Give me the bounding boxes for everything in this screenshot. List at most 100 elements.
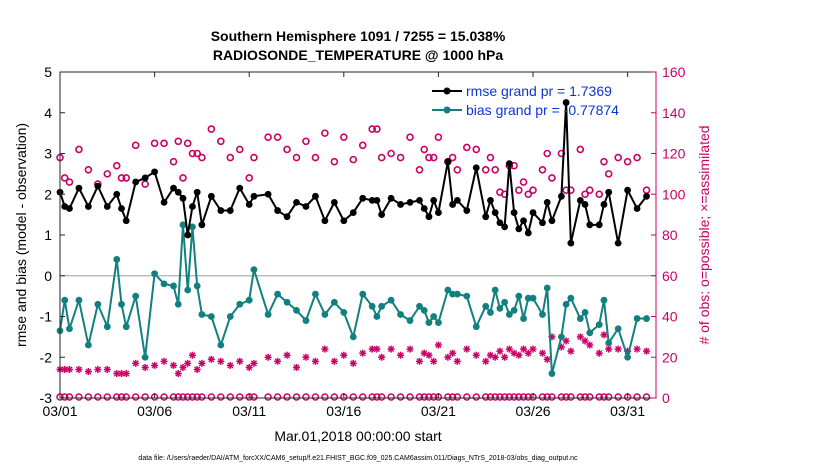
zero-count-marker [183, 393, 192, 401]
rmse-point [141, 174, 149, 182]
possible-point [131, 141, 140, 150]
bias-point [406, 317, 414, 324]
zero-count-marker [453, 393, 462, 401]
y-tick-label-left: 0 [44, 268, 52, 284]
possible-point [226, 153, 235, 162]
assimilated-point [151, 361, 159, 369]
assimilated-point [84, 368, 92, 376]
assimilated-stroke [217, 358, 224, 365]
possible-point [425, 153, 433, 162]
bias-point [487, 309, 494, 316]
assimilated-point [65, 365, 73, 373]
bias-point [444, 286, 452, 294]
assimilated-stroke [544, 356, 551, 363]
bias-point [359, 290, 367, 298]
assimilated-point [434, 341, 442, 349]
zero-count-marker [373, 393, 381, 401]
rmse-point [482, 213, 490, 221]
zero-count-marker [581, 393, 589, 401]
possible-point [472, 145, 481, 154]
possible-point [358, 141, 367, 150]
assimilated-stroke [435, 341, 442, 349]
rmse-point [94, 182, 102, 190]
bias-point [643, 315, 650, 322]
assimilated-point [283, 351, 291, 359]
y-tick-label-left: -1 [40, 309, 53, 325]
bias-point [174, 300, 182, 308]
zero-count-marker [600, 393, 608, 401]
zero-count-marker [406, 393, 414, 401]
rmse-point [586, 221, 594, 229]
plot-area [60, 72, 656, 398]
bias-series [56, 221, 650, 377]
rmse-point [501, 223, 509, 231]
rmse-point [449, 201, 457, 208]
assimilated-point [496, 347, 504, 355]
assimilated-point [226, 361, 234, 369]
assimilated-stroke [151, 362, 158, 369]
rmse-point [487, 196, 494, 204]
assimilated-point [75, 365, 83, 373]
possible-point [103, 170, 112, 178]
bias-point [605, 339, 613, 347]
rmse-point [515, 225, 523, 233]
possible-point [198, 153, 206, 162]
zero-count-marker [217, 393, 225, 401]
assimilated-point [94, 365, 102, 373]
rmse-point [330, 199, 338, 206]
bias-point [463, 292, 471, 300]
possible-point [462, 143, 471, 152]
rmse-point [406, 199, 414, 206]
bias-point [184, 286, 192, 294]
rmse-point [283, 213, 291, 221]
bias-point [586, 329, 594, 337]
possible-point [538, 166, 547, 174]
possible-point [193, 149, 201, 158]
assimilated-stroke [331, 358, 338, 365]
rmse-point [378, 211, 386, 219]
zero-count-marker [396, 393, 405, 401]
assimilated-point [406, 345, 414, 353]
assimilated-point [321, 345, 329, 353]
bias-point [340, 309, 348, 316]
assimilated-point [122, 370, 130, 378]
bias-point [236, 300, 244, 308]
assimilated-stroke [265, 354, 272, 361]
possible-point [524, 190, 533, 199]
assimilated-stroke [600, 331, 608, 338]
possible-point [283, 145, 291, 154]
bias-point [349, 333, 357, 341]
zero-count-marker [463, 393, 471, 401]
rmse-point [293, 199, 300, 206]
legend: rmse grand pr = 1.7369 bias grand pr = -… [432, 83, 619, 118]
rmse-point [524, 229, 532, 237]
rmse-point [84, 203, 92, 210]
assimilated-stroke [250, 360, 257, 367]
rmse-series [56, 99, 650, 247]
rmse-point [103, 203, 111, 210]
rmse-point [548, 217, 556, 225]
assimilated-stroke [501, 354, 508, 361]
assimilated-stroke [581, 337, 589, 345]
assimilated-point [505, 345, 513, 353]
zero-count-marker [273, 393, 282, 401]
y-tick-label-right: 80 [662, 227, 678, 243]
assimilated-point [520, 345, 528, 353]
assimilated-point [614, 345, 622, 353]
possible-point [387, 149, 395, 158]
rmse-point [340, 217, 348, 225]
rmse-point [435, 209, 442, 216]
zero-count-marker [198, 393, 206, 401]
bias-point [430, 313, 438, 320]
bias-point [160, 280, 168, 288]
assimilated-point [491, 353, 499, 361]
bias-point [75, 296, 83, 304]
assimilated-point [581, 337, 589, 345]
rmse-point [184, 231, 192, 239]
y-tick-label-right: 0 [662, 390, 670, 406]
possible-point [349, 155, 358, 164]
y-tick-label-left: -3 [40, 390, 53, 406]
zero-count-marker [179, 393, 187, 401]
bias-point [600, 296, 608, 304]
